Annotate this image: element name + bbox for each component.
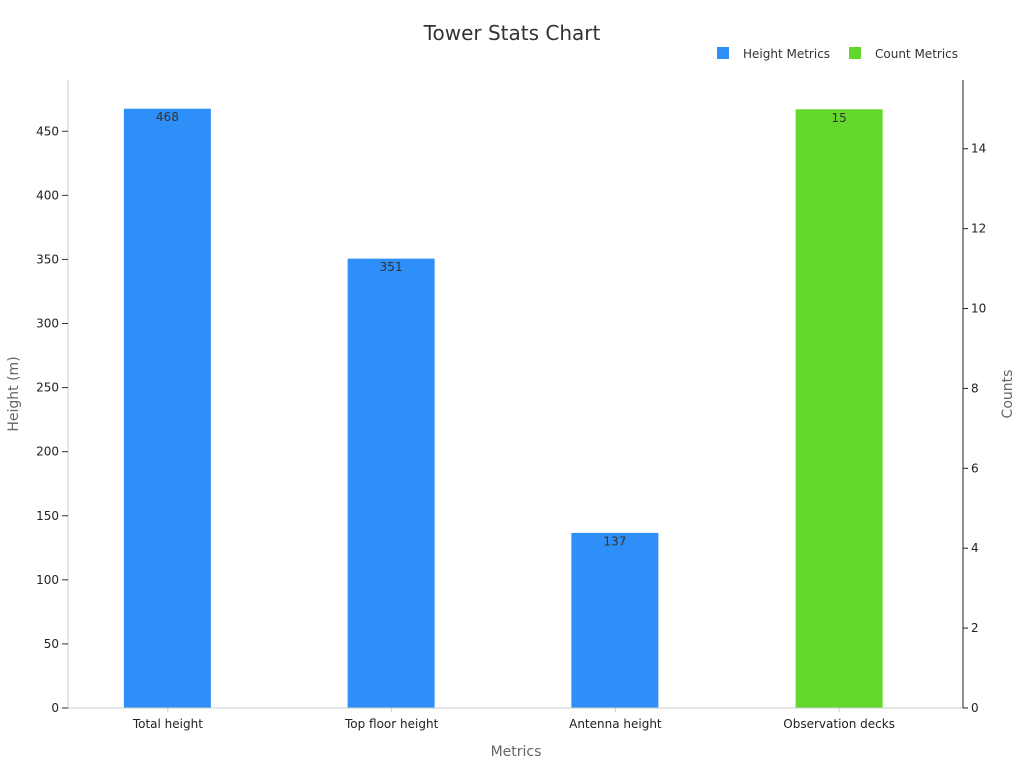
chart-title: Tower Stats Chart	[423, 21, 601, 45]
legend-label-count-metrics: Count Metrics	[875, 47, 958, 61]
y-tick-label: 450	[36, 124, 59, 138]
bar-value-label-total-height: 468	[156, 110, 179, 124]
y2-tick-label: 8	[971, 381, 979, 395]
bar-value-label-observation-decks: 15	[831, 111, 846, 125]
legend-swatch-height-metrics	[717, 47, 729, 59]
y-tick-label: 100	[36, 573, 59, 587]
bar-top-floor-height	[346, 257, 436, 709]
legend-swatch-count-metrics	[849, 47, 861, 59]
bars-group	[122, 107, 884, 709]
y2-tick-label: 2	[971, 621, 979, 635]
y-tick-label: 300	[36, 317, 59, 331]
x-tick-label-antenna-height: Antenna height	[569, 717, 662, 731]
y-tick-label: 400	[36, 188, 59, 202]
x-tick-label-total-height: Total height	[132, 717, 203, 731]
bar-value-label-antenna-height: 137	[603, 534, 626, 548]
bar-antenna-height	[570, 531, 660, 709]
y-tick-label: 50	[44, 637, 59, 651]
y-tick-label: 200	[36, 445, 59, 459]
y2-tick-label: 4	[971, 541, 979, 555]
x-tick-label-top-floor-height: Top floor height	[344, 717, 439, 731]
y-tick-label: 350	[36, 252, 59, 266]
bar-observation-decks	[794, 108, 884, 709]
x-tick-label-observation-decks: Observation decks	[783, 717, 895, 731]
x-axis-title: Metrics	[491, 744, 542, 760]
right-y-ticks: 0 2 4 6 8 10 12 14	[963, 142, 986, 715]
right-y-axis-title: Counts	[1000, 370, 1016, 419]
y-tick-label: 0	[51, 701, 59, 715]
legend-label-height-metrics: Height Metrics	[743, 47, 830, 61]
legend: Height Metrics Count Metrics	[717, 47, 958, 61]
y2-tick-label: 6	[971, 461, 979, 475]
y-tick-label: 250	[36, 381, 59, 395]
y2-tick-label: 12	[971, 222, 986, 236]
y2-tick-label: 14	[971, 142, 986, 156]
left-y-axis-title: Height (m)	[6, 356, 22, 431]
left-y-ticks: 0 50 100 150 200 250 300 350 400 450	[36, 124, 68, 715]
bar-value-label-top-floor-height: 351	[380, 260, 403, 274]
y2-tick-label: 0	[971, 701, 979, 715]
bar-total-height	[122, 107, 212, 709]
x-ticks: Total height Top floor height Antenna heig…	[132, 708, 895, 731]
bar-labels-group: 468 351 137 15	[156, 110, 847, 548]
y-tick-label: 150	[36, 509, 59, 523]
y2-tick-label: 10	[971, 302, 986, 316]
